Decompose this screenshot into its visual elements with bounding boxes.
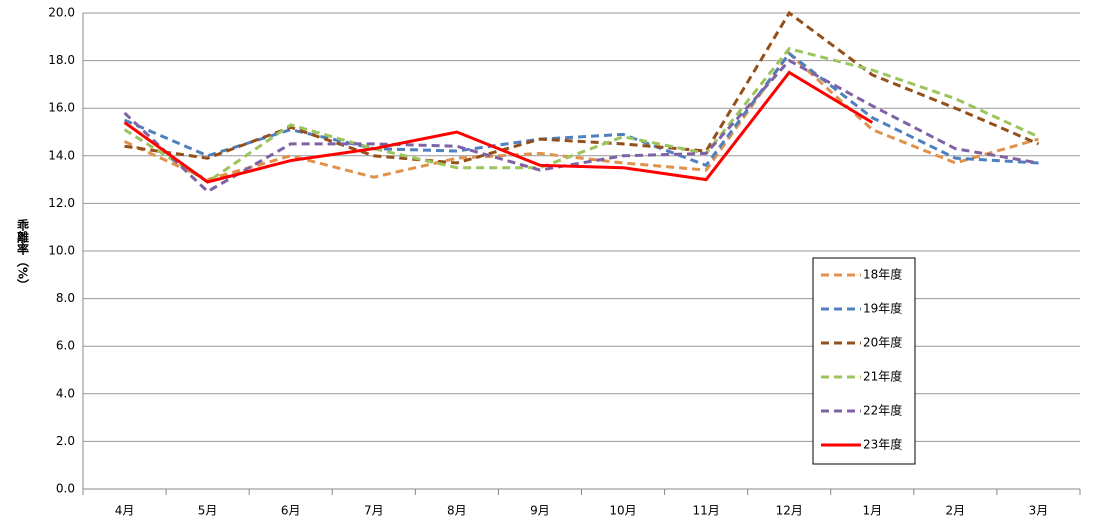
x-tick-label: 4月 [115, 504, 135, 518]
x-tick-label: 1月 [862, 504, 882, 518]
y-tick-label: 14.0 [48, 148, 75, 162]
x-tick-label: 2月 [946, 504, 966, 518]
x-tick-label: 10月 [609, 504, 636, 518]
x-tick-label: 11月 [692, 504, 719, 518]
y-tick-label: 2.0 [56, 434, 75, 448]
legend-label: 23年度 [863, 437, 902, 452]
y-tick-label: 8.0 [56, 291, 75, 305]
series-line [123, 51, 1039, 182]
y-tick-label: 18.0 [48, 53, 75, 67]
legend-label: 18年度 [863, 267, 902, 282]
x-tick-label: 3月 [1029, 504, 1049, 518]
series-line [123, 70, 874, 184]
legend-label: 22年度 [863, 403, 902, 418]
legend-label: 21年度 [863, 369, 902, 384]
x-tick-label: 12月 [776, 504, 803, 518]
y-tick-label: 10.0 [48, 244, 75, 258]
legend-label: 20年度 [863, 335, 902, 350]
legend-label: 19年度 [863, 301, 902, 316]
series-line [124, 10, 1040, 165]
y-axis-label: 乖離率（%） [16, 218, 30, 291]
x-tick-label: 7月 [364, 504, 384, 518]
legend-box [812, 257, 916, 465]
y-tick-label: 6.0 [56, 339, 75, 353]
y-tick-label: 16.0 [48, 101, 75, 115]
x-tick-label: 8月 [447, 504, 467, 518]
y-tick-label: 0.0 [56, 482, 75, 496]
x-tick-label: 5月 [198, 504, 218, 518]
y-tick-label: 12.0 [48, 196, 75, 210]
series-line [123, 51, 1039, 168]
y-tick-label: 4.0 [56, 386, 75, 400]
y-tick-label: 20.0 [48, 6, 75, 20]
series-line [123, 47, 1040, 184]
series-line [123, 58, 1039, 194]
x-tick-label: 9月 [530, 504, 550, 518]
x-tick-label: 6月 [281, 504, 301, 518]
